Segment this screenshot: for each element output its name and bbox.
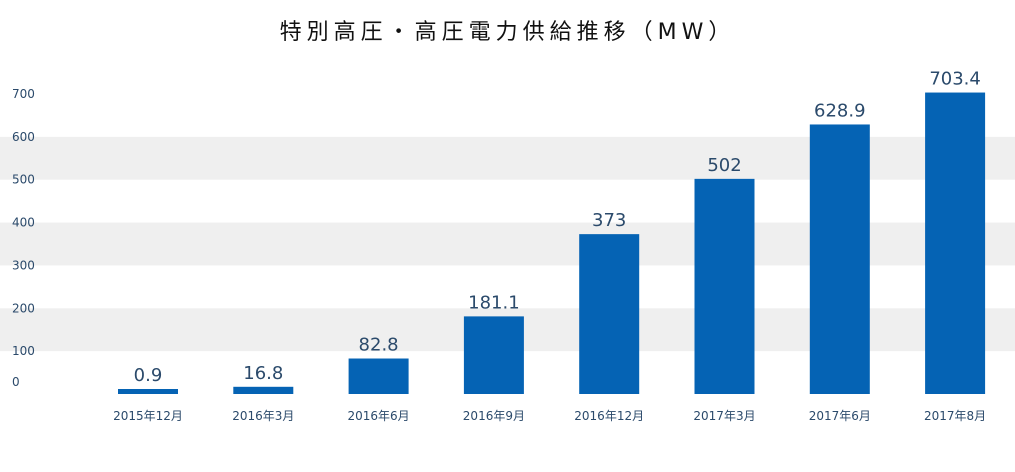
y-tick-label: 0 <box>12 375 20 389</box>
y-tick-label: 300 <box>12 258 35 272</box>
y-tick-label: 400 <box>12 216 35 230</box>
data-label: 16.8 <box>243 363 283 384</box>
y-tick-label: 200 <box>12 301 35 315</box>
y-tick-label: 600 <box>12 130 35 144</box>
x-tick-label: 2017年8月 <box>924 409 986 423</box>
x-tick-label: 2015年12月 <box>113 409 183 423</box>
data-label: 703.4 <box>929 69 981 90</box>
chart-title: 特別高圧・高圧電力供給推移（MW） <box>279 20 736 45</box>
data-label: 502 <box>707 155 741 176</box>
bar <box>348 358 409 394</box>
x-tick-label: 2016年3月 <box>232 409 294 423</box>
y-tick-label: 100 <box>12 344 35 358</box>
x-tick-label: 2017年6月 <box>809 409 871 423</box>
x-tick-label: 2016年12月 <box>574 409 644 423</box>
x-tick-label: 2017年3月 <box>693 409 755 423</box>
y-tick-label: 500 <box>12 173 35 187</box>
bar <box>118 389 178 394</box>
bar <box>925 92 986 395</box>
data-label: 628.9 <box>814 100 866 121</box>
x-tick-label: 2016年6月 <box>348 409 410 423</box>
bar <box>463 316 524 394</box>
data-label: 181.1 <box>468 292 520 313</box>
data-label: 0.9 <box>134 365 163 386</box>
data-label: 373 <box>592 210 626 231</box>
bar <box>579 234 640 394</box>
x-tick-label: 2016年9月 <box>463 409 525 423</box>
bar <box>809 124 870 394</box>
y-tick-label: 700 <box>12 87 35 101</box>
bar <box>694 178 755 394</box>
data-label: 82.8 <box>359 335 399 356</box>
bar <box>233 386 294 394</box>
